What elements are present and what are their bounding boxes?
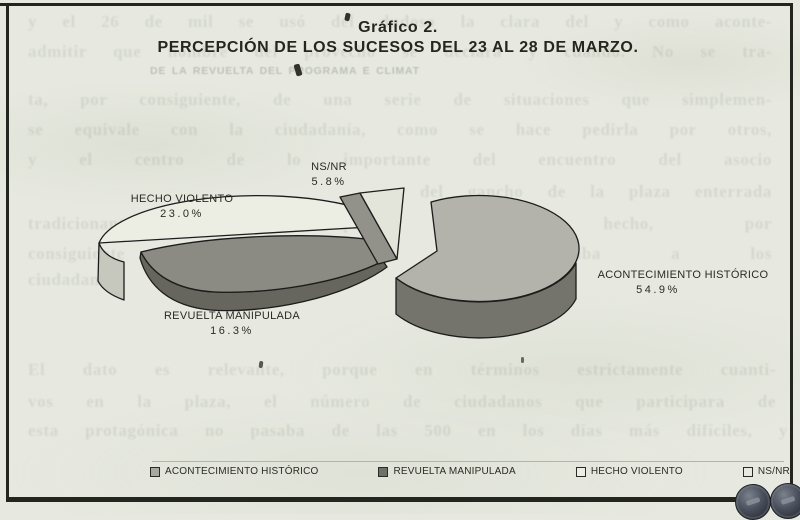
chart-frame-right — [790, 3, 793, 500]
chart-frame-bottom — [6, 497, 793, 502]
ghost-text-line: vos en la plaza, el número de ciudadanos… — [28, 392, 776, 411]
pie-label-revuelta-name: REVUELTA MANIPULADA — [163, 310, 301, 322]
ghost-text-line: esta protagónica no pasaba de las 500 en… — [28, 421, 788, 440]
legend-divider — [152, 461, 784, 462]
ghost-text-line: ta, por consiguiente, de una serie de si… — [28, 90, 772, 109]
ghost-text-line: se equivale con la ciudadanía, como se h… — [28, 120, 772, 139]
pie-label-revuelta-pct: 16.3% — [210, 325, 254, 337]
ghost-text-line: admitir que nombre del provecho se decla… — [28, 42, 772, 61]
legend-item-revuelta: REVUELTA MANIPULADA — [378, 466, 516, 477]
legend-swatch-hecho — [575, 466, 586, 477]
legend-swatch-acontecimiento — [150, 466, 160, 477]
pie-label-acontecimiento-name: ACONTECIMIENTO HISTÓRICO — [597, 269, 769, 281]
pie-label-revuelta: REVUELTA MANIPULADA 16.3% — [132, 309, 332, 339]
ghost-text-line: y el centro de lo importante del encuent… — [28, 150, 772, 169]
pie-label-hecho-violento: HECHO VIOLENTO 23.0% — [107, 192, 257, 222]
chart-title: Gráfico 2. PERCEPCIÓN DE LOS SUCESOS DEL… — [0, 18, 796, 58]
pie-label-nsnr: NS/NR 5.8% — [269, 160, 389, 190]
legend: ACONTECIMIENTO HISTÓRICO REVUELTA MANIPU… — [150, 466, 790, 477]
chart-frame-left — [6, 3, 9, 500]
binder-button-left — [735, 484, 771, 520]
pie-label-hecho-pct: 23.0% — [160, 208, 204, 220]
chart-title-line1: Gráfico 2. — [358, 19, 438, 36]
legend-swatch-revuelta — [378, 466, 389, 477]
pie-label-acontecimiento: ACONTECIMIENTO HISTÓRICO 54.9% — [583, 268, 783, 298]
pie-slice-hecho-violento-top — [98, 194, 370, 244]
ink-speck — [521, 357, 524, 363]
pie-label-hecho-name: HECHO VIOLENTO — [130, 193, 234, 205]
ghost-text-band: DE LA REVUELTA DEL PROGRAMA E CLIMAT — [150, 65, 420, 77]
pie-slice-hecho-violento-side — [97, 242, 125, 301]
pie-slice-acontecimiento-top — [395, 194, 580, 303]
legend-item-hecho: HECHO VIOLENTO — [575, 466, 683, 477]
pie-label-acontecimiento-pct: 54.9% — [636, 284, 680, 296]
pie-slice-nsnr-top — [359, 187, 405, 260]
legend-label-hecho: HECHO VIOLENTO — [590, 466, 683, 477]
pie-slice-revuelta-top — [140, 235, 384, 293]
legend-swatch-nsnr — [742, 466, 753, 477]
chart-frame-top — [0, 3, 793, 6]
legend-label-acontecimiento: ACONTECIMIENTO HISTÓRICO — [165, 466, 319, 477]
ghost-text-line: ciudadano — [28, 270, 109, 289]
chart-title-line2: PERCEPCIÓN DE LOS SUCESOS DEL 23 AL 28 D… — [157, 39, 639, 56]
ghost-text-line: del gancho de la plaza enterrada — [420, 182, 772, 201]
ghost-text-line: y el 26 de mil se usó del dudoso la clar… — [28, 12, 772, 31]
legend-label-revuelta: REVUELTA MANIPULADA — [393, 466, 516, 477]
legend-label-nsnr: NS/NR — [757, 466, 790, 477]
ghost-text-line: El dato es relevante, porque en términos… — [28, 360, 776, 379]
pie-label-nsnr-name: NS/NR — [311, 161, 347, 173]
legend-item-nsnr: NS/NR — [742, 466, 790, 477]
legend-item-acontecimiento: ACONTECIMIENTO HISTÓRICO — [150, 466, 319, 477]
pie-label-nsnr-pct: 5.8% — [311, 176, 347, 188]
